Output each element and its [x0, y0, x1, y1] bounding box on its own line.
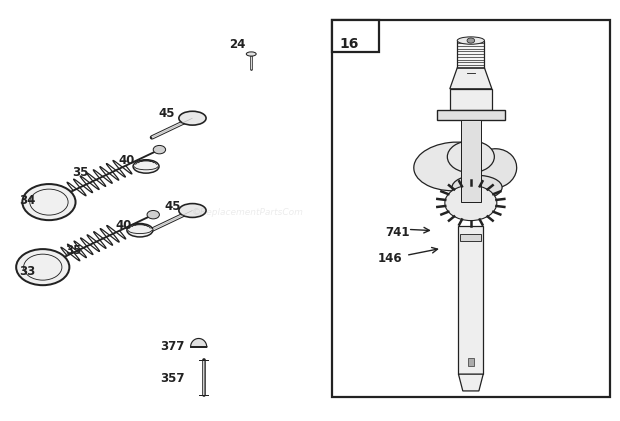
- Text: 40: 40: [118, 154, 135, 167]
- Text: 45: 45: [159, 107, 175, 120]
- Ellipse shape: [179, 204, 206, 217]
- Bar: [437, 110, 505, 120]
- Text: 33: 33: [19, 265, 35, 278]
- Text: ©ReplacementPartsCom: ©ReplacementPartsCom: [192, 208, 304, 217]
- Text: 35: 35: [66, 244, 82, 257]
- Ellipse shape: [414, 142, 497, 191]
- Text: 377: 377: [161, 340, 185, 353]
- Text: 146: 146: [378, 252, 402, 265]
- Bar: [332, 20, 610, 397]
- Circle shape: [147, 210, 159, 219]
- Text: 741: 741: [386, 226, 410, 239]
- Ellipse shape: [246, 52, 256, 56]
- Bar: [460, 234, 481, 241]
- Text: 34: 34: [19, 194, 35, 207]
- Bar: [450, 89, 492, 110]
- Circle shape: [445, 185, 497, 221]
- Circle shape: [16, 249, 69, 285]
- Bar: [468, 358, 474, 366]
- Ellipse shape: [472, 149, 516, 188]
- Bar: [458, 226, 483, 374]
- Bar: [332, 20, 379, 52]
- Text: 40: 40: [115, 218, 131, 232]
- Polygon shape: [450, 68, 492, 89]
- Ellipse shape: [452, 175, 502, 200]
- Text: 35: 35: [72, 166, 88, 179]
- Bar: [461, 120, 480, 202]
- Circle shape: [153, 145, 166, 154]
- Text: 16: 16: [340, 37, 359, 51]
- Text: 45: 45: [165, 200, 181, 213]
- Circle shape: [467, 38, 475, 43]
- Ellipse shape: [457, 37, 484, 44]
- Bar: [457, 40, 484, 68]
- Polygon shape: [190, 338, 206, 347]
- Ellipse shape: [179, 111, 206, 125]
- Text: 24: 24: [229, 38, 246, 51]
- Circle shape: [22, 184, 76, 220]
- Circle shape: [448, 141, 494, 173]
- Ellipse shape: [127, 224, 153, 237]
- Polygon shape: [458, 374, 483, 391]
- Text: 357: 357: [161, 372, 185, 385]
- Ellipse shape: [133, 160, 159, 173]
